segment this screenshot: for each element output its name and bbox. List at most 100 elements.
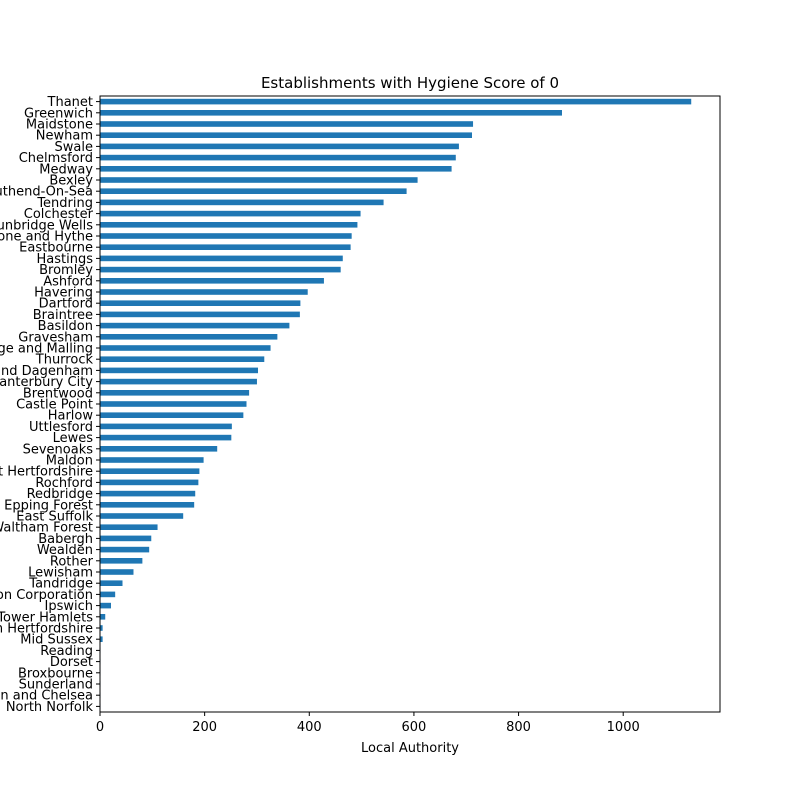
- y-tick-label: Sunderland: [19, 678, 93, 693]
- y-tick-label: Folkestone and Hythe: [0, 230, 93, 245]
- x-tick-label: 200: [192, 720, 217, 735]
- y-tick-label: Lewisham: [28, 566, 93, 581]
- bar: [100, 502, 195, 508]
- y-tick-label: Brentwood: [23, 386, 93, 401]
- x-axis-label: Local Authority: [361, 741, 459, 756]
- bar: [100, 166, 452, 172]
- x-tick-label: 1000: [607, 720, 640, 735]
- y-tick-label: City of London Corporation: [0, 588, 93, 603]
- bar: [100, 625, 103, 631]
- bar: [100, 132, 472, 138]
- bar: [100, 244, 351, 250]
- chart-title: Establishments with Hygiene Score of 0: [261, 74, 559, 92]
- y-tick-label: Lewes: [53, 431, 94, 446]
- bars-layer: [100, 98, 692, 710]
- y-tick-label: Barking and Dagenham: [0, 364, 93, 379]
- bar: [100, 345, 271, 351]
- bar: [100, 188, 407, 194]
- y-tick-label: Thanet: [47, 95, 93, 110]
- y-tick-label: Tower Hamlets: [0, 610, 93, 625]
- y-tick-label: Uttlesford: [29, 420, 93, 435]
- bar: [100, 300, 301, 306]
- y-tick-label: Ipswich: [45, 599, 94, 614]
- y-tick-label: Tandridge: [28, 577, 93, 592]
- bar: [100, 334, 278, 340]
- y-tick-label: Maldon: [46, 454, 93, 469]
- y-tick-label: Reading: [40, 644, 93, 659]
- y-tick-label: Ashford: [43, 274, 93, 289]
- y-tick-label: Redbridge: [27, 487, 93, 502]
- bar: [100, 490, 196, 497]
- y-tick-label: Sevenoaks: [23, 442, 94, 457]
- bar: [100, 591, 116, 598]
- y-tick-label: Swale: [55, 140, 93, 155]
- bar: [100, 143, 459, 150]
- x-tick-label: 0: [96, 720, 104, 735]
- bar: [100, 614, 106, 620]
- y-tick-label: North Hertfordshire: [0, 622, 93, 637]
- y-tick-label: Epping Forest: [4, 498, 93, 513]
- bar: [100, 356, 265, 362]
- bar: [100, 580, 123, 586]
- bar: [100, 636, 103, 642]
- bar: [100, 177, 418, 183]
- bar: [100, 278, 324, 284]
- bar: [100, 367, 259, 374]
- plot-frame: [99, 95, 721, 713]
- y-tick-label: Broxbourne: [18, 666, 93, 681]
- bar: [100, 401, 247, 407]
- y-tick-label: Tonbridge and Malling: [0, 342, 93, 357]
- y-tick-label: Waltham Forest: [0, 521, 93, 536]
- bar: [100, 233, 352, 239]
- bar: [100, 311, 300, 318]
- y-tick-label: Rochford: [35, 476, 93, 491]
- y-tick-label: Havering: [34, 286, 93, 301]
- y-tick-label: Basildon: [38, 319, 93, 334]
- x-tick-label: 800: [506, 720, 531, 735]
- bar: [100, 602, 111, 609]
- bar: [100, 210, 361, 217]
- y-tick-label: Gravesham: [18, 330, 93, 345]
- bar: [100, 468, 200, 474]
- bar: [100, 446, 218, 452]
- y-tick-label: North Norfolk: [6, 700, 94, 715]
- bar: [100, 412, 244, 418]
- x-tick-label: 400: [297, 720, 322, 735]
- y-tick-label: Medway: [39, 162, 93, 177]
- bar: [100, 199, 384, 206]
- y-tick-label: Dorset: [50, 655, 93, 670]
- y-tick-label: Babergh: [38, 532, 93, 547]
- bar: [100, 266, 341, 273]
- bar: [100, 569, 134, 575]
- y-tick-label: Greenwich: [24, 106, 93, 121]
- y-tick-label: Chelmsford: [19, 151, 93, 166]
- bar: [100, 378, 257, 385]
- bar: [100, 110, 562, 116]
- y-tick-label: East Suffolk: [16, 510, 93, 525]
- y-tick-label: Dartford: [39, 297, 93, 312]
- y-tick-label: Braintree: [33, 308, 93, 323]
- y-tick-label: Castle Point: [16, 398, 93, 413]
- bar: [100, 558, 143, 564]
- bar: [100, 390, 250, 396]
- bar: [100, 457, 204, 463]
- y-tick-label: Rother: [50, 554, 94, 569]
- bar: [100, 546, 150, 553]
- y-tick-label: Bromley: [39, 263, 93, 278]
- y-tick-label: Colchester: [24, 207, 94, 222]
- bar: [100, 434, 232, 441]
- bar: [100, 423, 232, 430]
- bar: [100, 535, 152, 542]
- bar: [100, 255, 343, 262]
- y-tick-label: Tendring: [36, 196, 93, 211]
- bar: [100, 154, 456, 161]
- y-tick-label: Harlow: [48, 409, 94, 424]
- bar: [100, 98, 692, 105]
- y-tick-label: Eastbourne: [19, 241, 93, 256]
- bar: [100, 322, 290, 329]
- y-tick-label: Thurrock: [35, 353, 94, 368]
- bar: [100, 121, 474, 127]
- bar: [100, 289, 308, 295]
- y-tick-label: Hastings: [37, 252, 94, 267]
